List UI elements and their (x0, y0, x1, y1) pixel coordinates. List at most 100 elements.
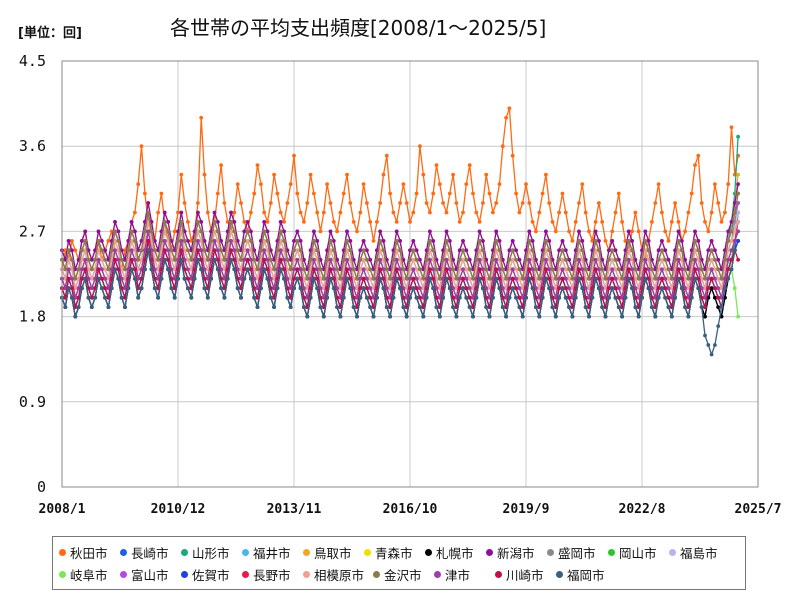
data-point (418, 305, 422, 309)
data-point (308, 172, 313, 177)
legend-swatch (242, 548, 249, 556)
legend-item: 岡山市 (608, 543, 669, 562)
data-point (418, 286, 422, 291)
data-point (282, 239, 286, 243)
data-point (699, 267, 704, 272)
data-point (646, 239, 651, 243)
data-point (365, 267, 369, 272)
data-point (338, 276, 343, 281)
data-point (517, 305, 522, 309)
data-point (736, 239, 740, 243)
data-point (524, 257, 528, 262)
data-point (215, 257, 220, 262)
data-point (225, 239, 230, 243)
data-point (394, 239, 399, 243)
data-point (288, 267, 293, 272)
data-point (723, 286, 727, 291)
data-point (567, 257, 571, 262)
data-point (136, 295, 141, 300)
data-point (514, 191, 518, 196)
data-point (375, 295, 379, 300)
data-point (116, 276, 121, 281)
data-point (560, 248, 565, 253)
data-point (510, 153, 515, 158)
data-point (192, 239, 197, 243)
data-point (524, 182, 528, 187)
data-point (245, 239, 250, 243)
data-point (282, 276, 286, 281)
data-point (365, 248, 369, 253)
data-point (719, 220, 724, 224)
data-point (411, 248, 416, 253)
data-point (540, 257, 545, 262)
data-point (461, 276, 465, 281)
legend-item: 福岡市 (556, 565, 617, 584)
data-point (706, 286, 711, 291)
data-point (497, 276, 502, 281)
data-point (643, 267, 648, 272)
data-point (570, 239, 575, 243)
data-point (229, 239, 233, 243)
data-point (567, 295, 571, 300)
legend-label: 長崎市 (131, 545, 169, 561)
data-point (345, 267, 349, 272)
data-point (713, 276, 717, 281)
data-point (544, 239, 548, 243)
data-point (321, 314, 326, 319)
data-point (388, 314, 392, 319)
data-point (235, 286, 240, 291)
data-point (179, 239, 184, 243)
data-point (524, 295, 528, 300)
data-point (607, 276, 611, 281)
data-point (225, 276, 230, 281)
data-point (570, 314, 575, 319)
data-point (381, 267, 386, 272)
data-point (355, 229, 359, 234)
data-point (215, 220, 220, 224)
data-point (358, 248, 363, 253)
data-point (567, 305, 571, 309)
data-point (577, 257, 581, 262)
data-point (726, 267, 731, 272)
data-point (103, 276, 107, 281)
data-point (292, 239, 296, 243)
data-point (530, 276, 535, 281)
data-point (318, 267, 323, 272)
data-point (530, 248, 535, 253)
data-point (656, 257, 661, 262)
data-point (123, 305, 127, 309)
data-point (736, 182, 740, 187)
data-point (275, 191, 280, 196)
data-point (497, 286, 502, 291)
data-point (411, 276, 416, 281)
data-point (729, 248, 734, 253)
data-point (80, 239, 84, 243)
data-point (312, 267, 316, 272)
data-point (89, 257, 94, 262)
data-point (418, 267, 422, 272)
data-point (212, 248, 217, 253)
data-point (285, 201, 290, 205)
data-point (212, 257, 217, 262)
legend-label: 岡山市 (619, 545, 657, 561)
x-tick-label: 2025/7 (735, 502, 782, 517)
data-point (235, 248, 240, 253)
data-point (338, 314, 343, 319)
data-point (560, 286, 565, 291)
data-point (464, 257, 469, 262)
data-point (689, 191, 694, 196)
data-point (123, 267, 127, 272)
data-point (723, 210, 727, 215)
data-point (113, 257, 117, 262)
data-point (96, 229, 101, 234)
data-point (361, 182, 366, 187)
data-point (716, 257, 721, 262)
data-point (295, 248, 300, 253)
data-point (172, 295, 177, 300)
data-point (610, 267, 615, 272)
legend-swatch (556, 570, 563, 578)
data-point (408, 220, 412, 224)
data-point (179, 257, 184, 262)
data-point (693, 257, 697, 262)
data-point (610, 257, 615, 262)
